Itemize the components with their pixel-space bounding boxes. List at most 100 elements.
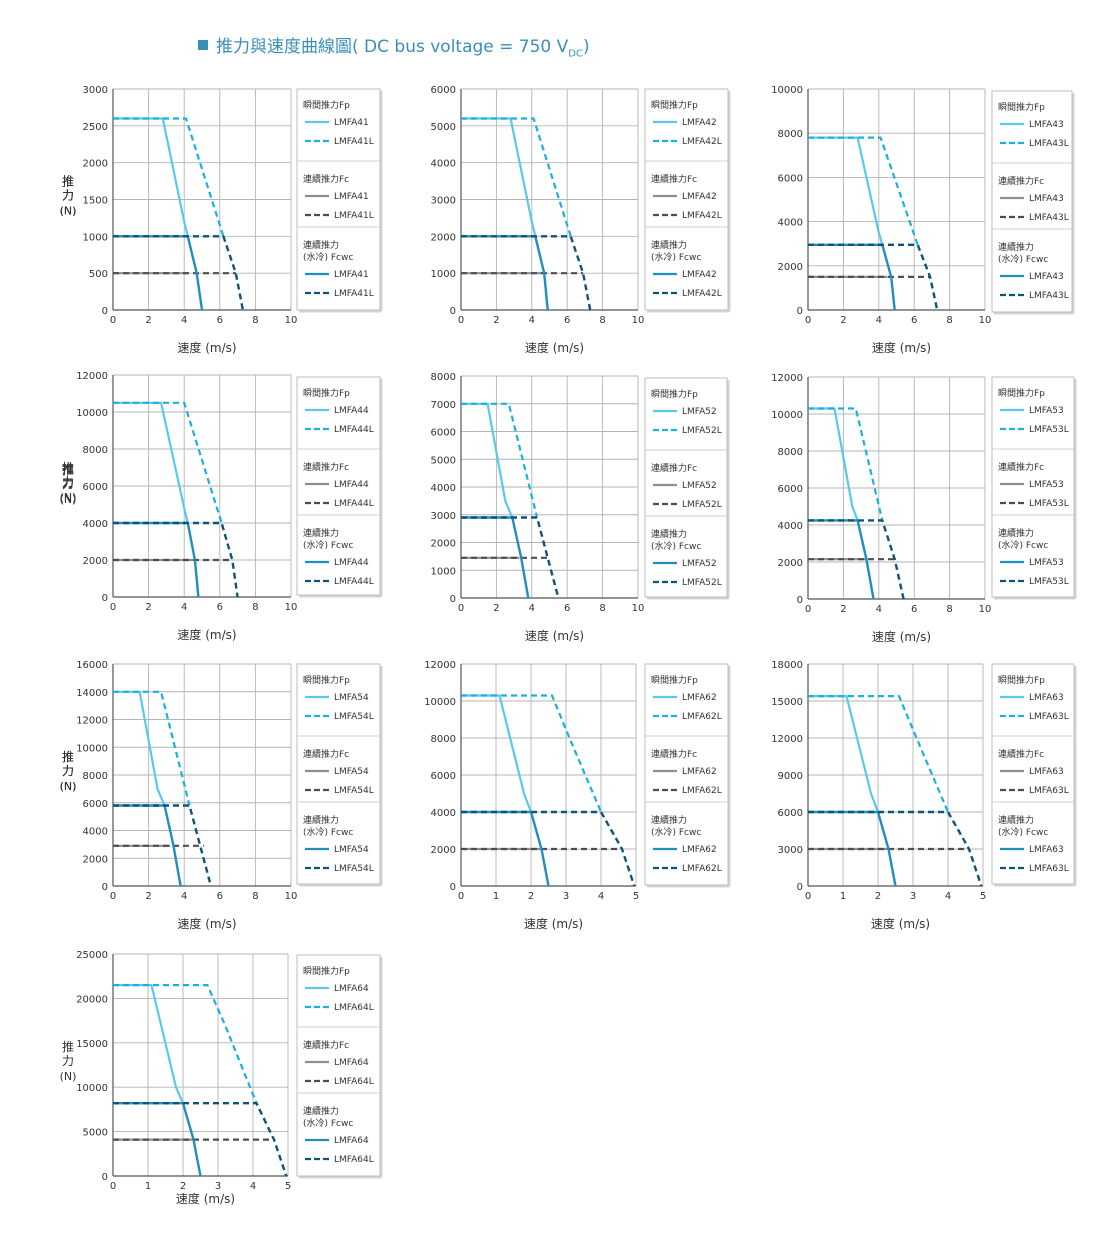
legend-title: 瞬間推力Fp [998, 101, 1045, 113]
x-tick-label: 8 [252, 891, 258, 902]
y-tick-label: 1000 [431, 566, 456, 577]
x-tick-label: 0 [110, 891, 116, 902]
legend-label: LMFA64 [334, 984, 369, 994]
y-tick-label: 0 [450, 306, 456, 317]
y-tick-label: 12000 [771, 734, 803, 745]
x-tick-label: 2 [840, 315, 846, 326]
legend-label: LMFA63L [1029, 712, 1069, 722]
x-tick-label: 0 [458, 315, 464, 326]
legend-frame [991, 663, 1075, 885]
y-tick-label: 3000 [431, 511, 456, 522]
chart-5: 0 2 4 6 8 10010002000300040005000600070008000… [60, 372, 645, 643]
legend-title: 連續推力Fc [303, 461, 349, 473]
legend-label: LMFA43 [1029, 272, 1064, 282]
y-tick-label: 6000 [431, 771, 456, 782]
series-line-fcwc-lmfa44l [113, 521, 239, 598]
x-tick-label: 6 [564, 315, 570, 326]
y-tick-label: 12000 [424, 660, 456, 671]
series-line-fp-lmfa42l [461, 117, 572, 237]
legend-title: 連續推力Fc [651, 173, 697, 185]
y-tick-label: 6000 [83, 799, 108, 810]
legend-title: 連續推力 [303, 1105, 339, 1117]
legend-label: LMFA52 [682, 481, 717, 491]
y-tick-label: 4000 [83, 519, 108, 530]
legend-title: (水冷) Fcwc [303, 1117, 353, 1129]
legend-title: 連續推力Fc [303, 173, 349, 185]
x-tick-label: 6 [217, 315, 223, 326]
legend-label: LMFA43 [1029, 194, 1064, 204]
legend-label: LMFA42L [682, 211, 722, 221]
chart-10: 0 1 2 3 4 5 0 5000 10000 15000 20000 25000 速度 (m/s) 推… [60, 950, 292, 1206]
y-axis-label: 推 [62, 1040, 74, 1054]
legend-title: 瞬間推力Fp [303, 99, 350, 111]
y-tick-label: 10000 [424, 697, 456, 708]
chart-5-legend: 瞬間推力Fp LMFA52 LMFA52L 連續推力Fc LMFA52 LMFA52L 連續… [644, 377, 730, 600]
y-tick-label: 9000 [778, 771, 803, 782]
x-tick-label: 0 [110, 1181, 116, 1192]
legend-title: (水冷) Fcwc [651, 540, 701, 552]
y-tick-label: 6000 [778, 808, 803, 819]
legend-label: LMFA44 [334, 406, 369, 416]
x-tick-label: 10 [285, 602, 298, 613]
legend-label: LMFA63 [1029, 693, 1064, 703]
page-title-main: 推力與速度曲線圖( DC bus voltage = 750 V [216, 37, 569, 57]
series-line-fcwc-lmfa41l [113, 235, 245, 311]
x-tick-label: 2 [145, 891, 151, 902]
x-tick-label: 8 [946, 604, 952, 615]
x-tick-label: 3 [910, 891, 916, 902]
series-line-fcwc-lmfa53l [808, 519, 905, 600]
y-axis-label: 推 [62, 750, 74, 764]
legend-label: LMFA54 [334, 845, 369, 855]
y-tick-label: 2000 [778, 558, 803, 569]
plot-area [808, 89, 985, 310]
legend-label: LMFA44 [334, 558, 369, 568]
chart-10-legend: 瞬間推力Fp LMFA64 LMFA64L 連續推力Fc LMFA64 LMFA64L 連續… [296, 954, 383, 1179]
x-tick-label: 10 [285, 891, 298, 902]
series-line-fp-lmfa53l [808, 407, 884, 521]
y-axis-unit: (N) [60, 493, 77, 506]
y-tick-label: 12000 [76, 371, 108, 382]
legend-frame [644, 377, 728, 598]
legend-label: LMFA64 [334, 1058, 369, 1068]
y-tick-label: 10000 [76, 408, 108, 419]
legend-label: LMFA64L [334, 1003, 374, 1013]
x-tick-label: 8 [252, 315, 258, 326]
legend-title: 連續推力Fc [303, 748, 349, 760]
y-tick-label: 0 [102, 593, 108, 604]
x-tick-label: 2 [493, 315, 499, 326]
x-axis-label: 速度 (m/s) [871, 916, 930, 931]
y-tick-label: 10000 [771, 410, 803, 421]
chart-6-legend: 瞬間推力Fp LMFA53 LMFA53L 連續推力Fc LMFA53 LMFA53L 連續… [991, 376, 1077, 600]
legend-label: LMFA41L [334, 137, 374, 147]
legend-label: LMFA53 [1029, 558, 1064, 568]
x-tick-label: 4 [945, 891, 951, 902]
legend-title: 瞬間推力Fp [998, 674, 1045, 686]
x-tick-label: 2 [493, 603, 499, 614]
y-tick-label: 8000 [83, 771, 108, 782]
x-tick-label: 2 [840, 604, 846, 615]
chart-1-legend: 瞬間推力Fp LMFA41 LMFA41L 連續推力Fc LMFA41 LMFA41L 連續… [296, 88, 383, 313]
x-tick-label: 5 [633, 891, 639, 902]
y-axis-label: 力 [62, 475, 74, 489]
x-tick-label: 1 [493, 891, 499, 902]
legend-label: LMFA63 [1029, 845, 1064, 855]
legend-label: LMFA41 [334, 270, 369, 280]
series-line-fcwc-lmfa43 [808, 243, 896, 311]
y-tick-label: 14000 [76, 688, 108, 699]
y-axis-label: 推 [62, 750, 74, 764]
legend-label: LMFA63 [1029, 767, 1064, 777]
y-tick-label: 6000 [431, 85, 456, 96]
y-axis-label: 力 [62, 476, 74, 490]
x-tick-label: 0 [110, 602, 116, 613]
x-tick-label: 0 [458, 603, 464, 614]
legend-label: LMFA62L [682, 786, 722, 796]
y-tick-label: 15000 [76, 1039, 108, 1050]
y-tick-label: 2000 [431, 232, 456, 243]
y-axis-label: 推 [62, 175, 74, 189]
page-title-subscript: DC [568, 48, 583, 60]
y-axis-label: 力 [62, 764, 74, 778]
legend-label: LMFA63L [1029, 786, 1069, 796]
